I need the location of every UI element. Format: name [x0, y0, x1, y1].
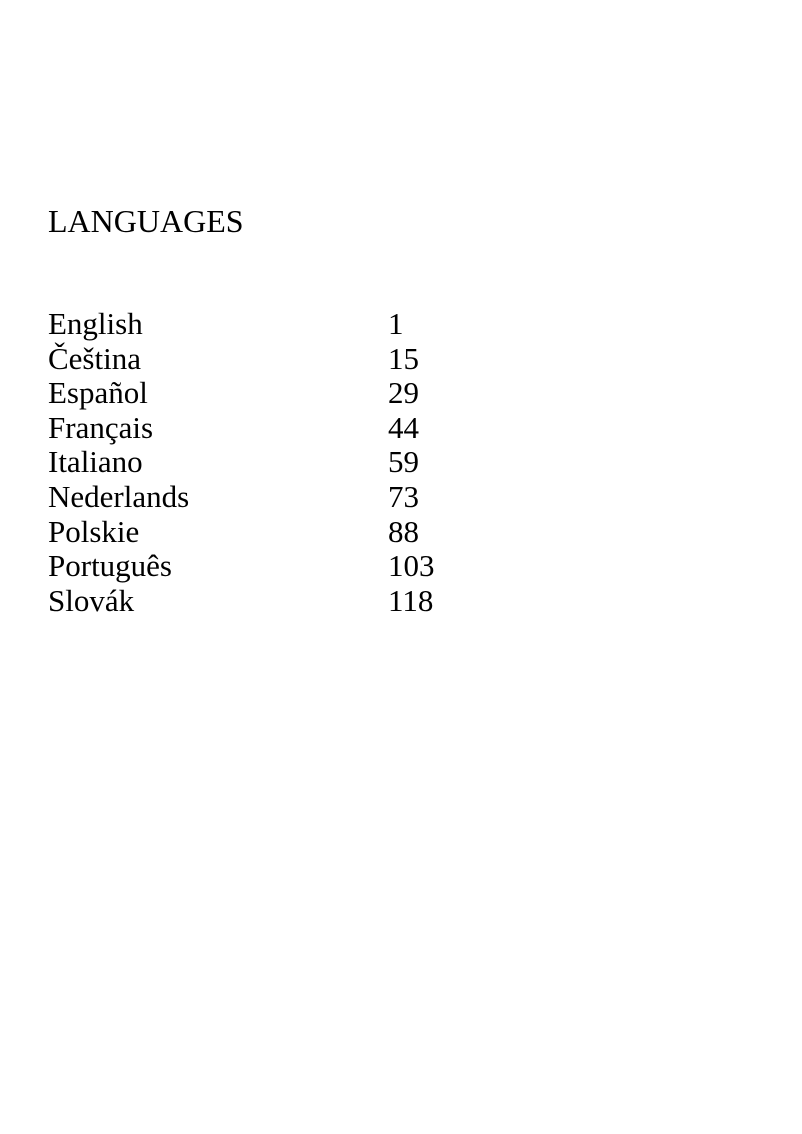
toc-language: Nederlands	[48, 478, 190, 514]
toc-language: Português	[48, 548, 172, 584]
toc-page-number: 118	[388, 582, 434, 618]
toc-page-number: 73	[388, 478, 419, 514]
toc-row[interactable]: Português 103	[48, 549, 508, 584]
toc-language: Slovák	[48, 582, 135, 618]
toc-page-number: 88	[388, 513, 419, 549]
toc-language: Español	[48, 375, 148, 411]
toc-row[interactable]: English 1	[48, 306, 508, 342]
toc-page-number: 44	[388, 409, 419, 445]
toc-page-number: 15	[388, 340, 419, 376]
toc-row[interactable]: Polskie 88	[48, 513, 508, 550]
toc-row[interactable]: Español 29	[48, 376, 508, 411]
toc-row[interactable]: Italiano 59	[48, 445, 508, 480]
toc-language: Français	[48, 409, 154, 445]
toc-page-number: 1	[388, 306, 404, 341]
toc-language: Polskie	[48, 513, 140, 549]
toc-row[interactable]: Français 44	[48, 409, 508, 446]
toc-page-number: 59	[388, 444, 419, 480]
toc-language: Italiano	[48, 444, 143, 480]
toc-language: English	[48, 306, 143, 341]
toc-row[interactable]: Slovák 118	[48, 582, 508, 619]
toc-row[interactable]: Čeština 15	[48, 340, 508, 377]
toc-row[interactable]: Nederlands 73	[48, 478, 508, 515]
toc-page-number: 103	[388, 548, 435, 584]
toc-language: Čeština	[48, 340, 141, 376]
table-of-contents: English 1 Čeština 15 Español 29 Français…	[48, 306, 508, 619]
toc-page-number: 29	[388, 375, 419, 411]
page-title: LANGUAGES	[48, 203, 244, 239]
